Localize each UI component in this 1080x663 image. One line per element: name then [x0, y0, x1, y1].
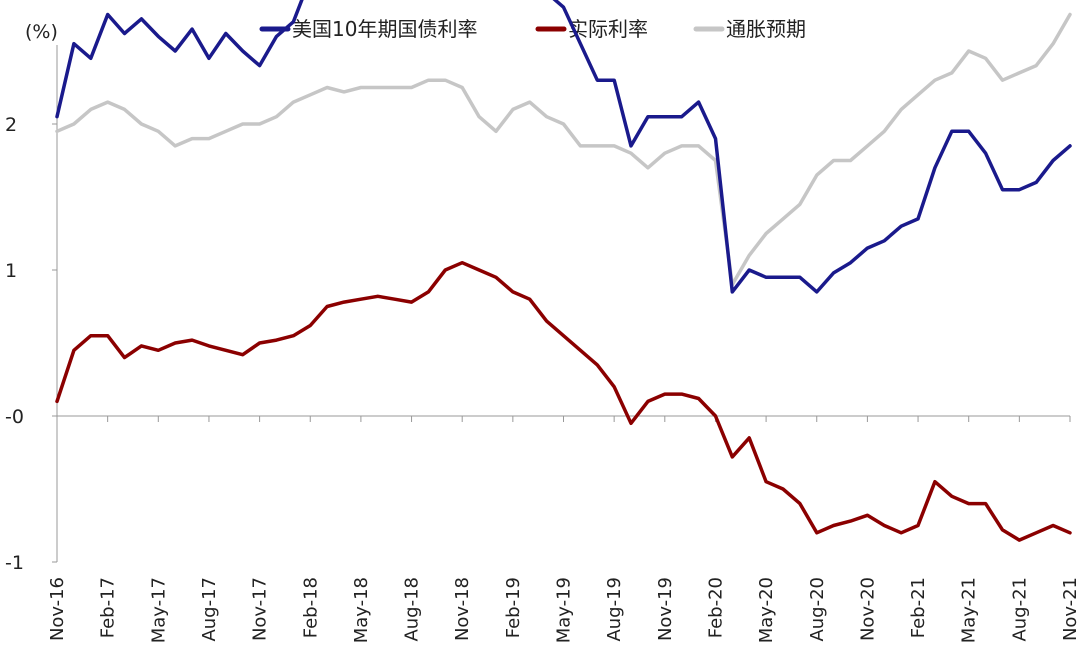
x-tick-label: Aug-18: [402, 577, 423, 642]
x-tick-label: Nov-17: [250, 577, 271, 641]
y-tick-label: 1: [5, 260, 17, 282]
x-tick-label: Feb-20: [705, 577, 726, 638]
legend-label-0: 美国10年期国债利率: [292, 17, 477, 41]
x-tick-label: Nov-16: [47, 577, 68, 641]
legend-label-1: 实际利率: [568, 17, 648, 41]
legend-label-2: 通胀预期: [726, 17, 806, 41]
series-line-1: [55, 260, 1072, 542]
x-tick-label: May-20: [756, 577, 777, 643]
x-tick-label: May-19: [554, 577, 575, 643]
series-line-2: [55, 12, 1072, 287]
x-tick-label: Aug-20: [807, 577, 828, 642]
x-tick-label: Feb-21: [908, 577, 929, 638]
y-tick-label: -1: [5, 552, 24, 574]
x-tick-label: Aug-19: [604, 577, 625, 642]
x-tick-label: Feb-17: [98, 577, 119, 638]
x-tick-label: May-21: [959, 577, 980, 643]
series-line-0: [55, 0, 1072, 294]
y-unit-label: (%): [25, 21, 58, 43]
x-tick-label: Nov-20: [857, 577, 878, 641]
x-ticks: Nov-16 Feb-17 May-17 Aug-17 Nov-17 Feb-18 May-…: [47, 416, 1080, 643]
x-tick-label: Nov-21: [1060, 577, 1080, 641]
y-tick-label: -0: [5, 406, 24, 428]
x-tick-label: Feb-18: [300, 577, 321, 638]
series-layer: [55, 0, 1072, 542]
x-tick-label: May-17: [148, 577, 169, 643]
x-tick-label: Nov-18: [452, 577, 473, 641]
x-tick-label: May-18: [351, 577, 372, 643]
y-tick-label: 2: [5, 114, 17, 136]
x-tick-label: Nov-19: [655, 577, 676, 641]
legend: 美国10年期国债利率 实际利率 通胀预期: [259, 17, 806, 41]
x-tick-label: Aug-17: [199, 577, 220, 642]
x-tick-label: Aug-21: [1009, 577, 1030, 642]
x-tick-label: Feb-19: [503, 577, 524, 638]
y-ticks: 321-0-1: [5, 114, 57, 574]
